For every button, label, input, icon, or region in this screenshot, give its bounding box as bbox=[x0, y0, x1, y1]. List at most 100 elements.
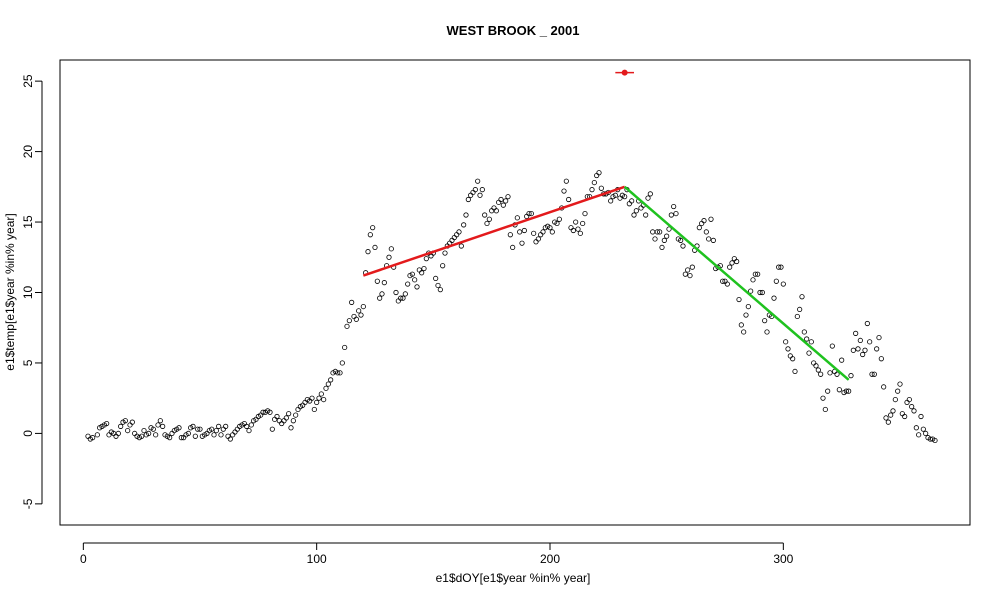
data-point bbox=[612, 192, 618, 198]
data-point bbox=[521, 227, 527, 234]
data-point bbox=[526, 210, 532, 217]
data-point bbox=[780, 281, 786, 287]
data-point bbox=[804, 336, 810, 342]
data-point bbox=[437, 287, 443, 293]
x-tick-label: 100 bbox=[307, 552, 327, 566]
data-point bbox=[673, 210, 679, 217]
data-point bbox=[356, 308, 362, 314]
x-axis-label: e1$dOY[e1$year %in% year] bbox=[436, 571, 591, 585]
data-point bbox=[671, 203, 677, 210]
breakpoint-point bbox=[621, 69, 628, 76]
y-tick-label: 20 bbox=[21, 145, 35, 159]
data-point bbox=[680, 243, 686, 249]
data-point bbox=[850, 347, 856, 353]
data-point bbox=[878, 356, 884, 362]
data-point bbox=[687, 272, 693, 279]
data-point bbox=[517, 229, 523, 235]
data-point bbox=[710, 237, 716, 243]
data-point bbox=[190, 423, 196, 429]
data-point bbox=[799, 294, 805, 300]
y-tick-label: 0 bbox=[21, 430, 35, 437]
data-point bbox=[286, 411, 292, 417]
data-point bbox=[598, 185, 604, 191]
data-point bbox=[608, 198, 614, 204]
data-point bbox=[335, 370, 341, 376]
data-point bbox=[146, 430, 152, 437]
data-point bbox=[582, 210, 588, 217]
data-point bbox=[678, 237, 684, 243]
data-point bbox=[155, 422, 161, 428]
data-point bbox=[370, 225, 376, 231]
data-point bbox=[323, 385, 329, 391]
data-point bbox=[902, 413, 908, 420]
data-point bbox=[666, 226, 672, 232]
data-point bbox=[762, 318, 768, 324]
data-point bbox=[519, 240, 525, 246]
data-point bbox=[729, 260, 735, 266]
data-point bbox=[400, 295, 406, 301]
data-point bbox=[503, 198, 509, 204]
data-point bbox=[923, 430, 929, 437]
data-point bbox=[104, 420, 110, 427]
data-point bbox=[566, 196, 572, 203]
data-point bbox=[563, 178, 569, 184]
data-point bbox=[776, 264, 782, 270]
data-point bbox=[848, 373, 854, 379]
data-point bbox=[797, 306, 803, 313]
data-point bbox=[398, 295, 404, 301]
data-point bbox=[743, 312, 749, 318]
data-point bbox=[223, 423, 229, 429]
data-point bbox=[843, 388, 849, 394]
plot-frame bbox=[59, 59, 971, 526]
data-point bbox=[505, 194, 511, 200]
data-point bbox=[685, 267, 691, 273]
data-point bbox=[932, 437, 938, 444]
data-point bbox=[244, 423, 250, 429]
data-point bbox=[367, 232, 373, 238]
fit-lines bbox=[362, 185, 850, 381]
data-point bbox=[855, 346, 861, 352]
data-point bbox=[839, 357, 845, 363]
data-point bbox=[153, 432, 159, 438]
data-point bbox=[475, 178, 481, 184]
x-tick-label: 300 bbox=[773, 552, 793, 566]
data-point bbox=[337, 370, 343, 376]
data-point bbox=[353, 316, 359, 322]
data-point bbox=[482, 212, 488, 218]
data-point bbox=[757, 289, 763, 296]
data-point bbox=[510, 244, 516, 251]
data-point bbox=[141, 427, 147, 434]
data-point bbox=[815, 367, 821, 373]
data-point bbox=[577, 230, 583, 236]
data-point bbox=[414, 284, 420, 290]
data-point bbox=[260, 409, 266, 415]
data-point bbox=[344, 323, 350, 329]
data-point bbox=[94, 432, 100, 438]
data-point bbox=[477, 192, 483, 198]
data-point bbox=[419, 270, 425, 276]
data-point bbox=[507, 232, 513, 238]
data-point bbox=[195, 426, 201, 432]
data-point bbox=[316, 395, 322, 401]
data-point bbox=[433, 275, 439, 282]
data-point bbox=[514, 215, 520, 221]
data-point bbox=[293, 412, 299, 418]
data-point bbox=[708, 216, 714, 222]
data-point bbox=[752, 271, 758, 277]
data-point bbox=[785, 346, 791, 352]
data-point bbox=[374, 278, 380, 284]
data-point bbox=[274, 413, 280, 420]
data-point bbox=[829, 343, 835, 349]
data-point bbox=[456, 229, 462, 235]
data-point bbox=[442, 250, 448, 256]
data-point bbox=[727, 264, 733, 270]
data-point bbox=[479, 187, 485, 193]
y-axis: -5 0 5 10 15 20 25 bbox=[21, 74, 43, 509]
data-point bbox=[748, 288, 754, 294]
data-point bbox=[325, 381, 331, 387]
data-point bbox=[773, 278, 779, 284]
data-point bbox=[818, 371, 824, 377]
data-point bbox=[167, 435, 173, 441]
data-point bbox=[825, 388, 831, 394]
data-point bbox=[750, 277, 756, 283]
